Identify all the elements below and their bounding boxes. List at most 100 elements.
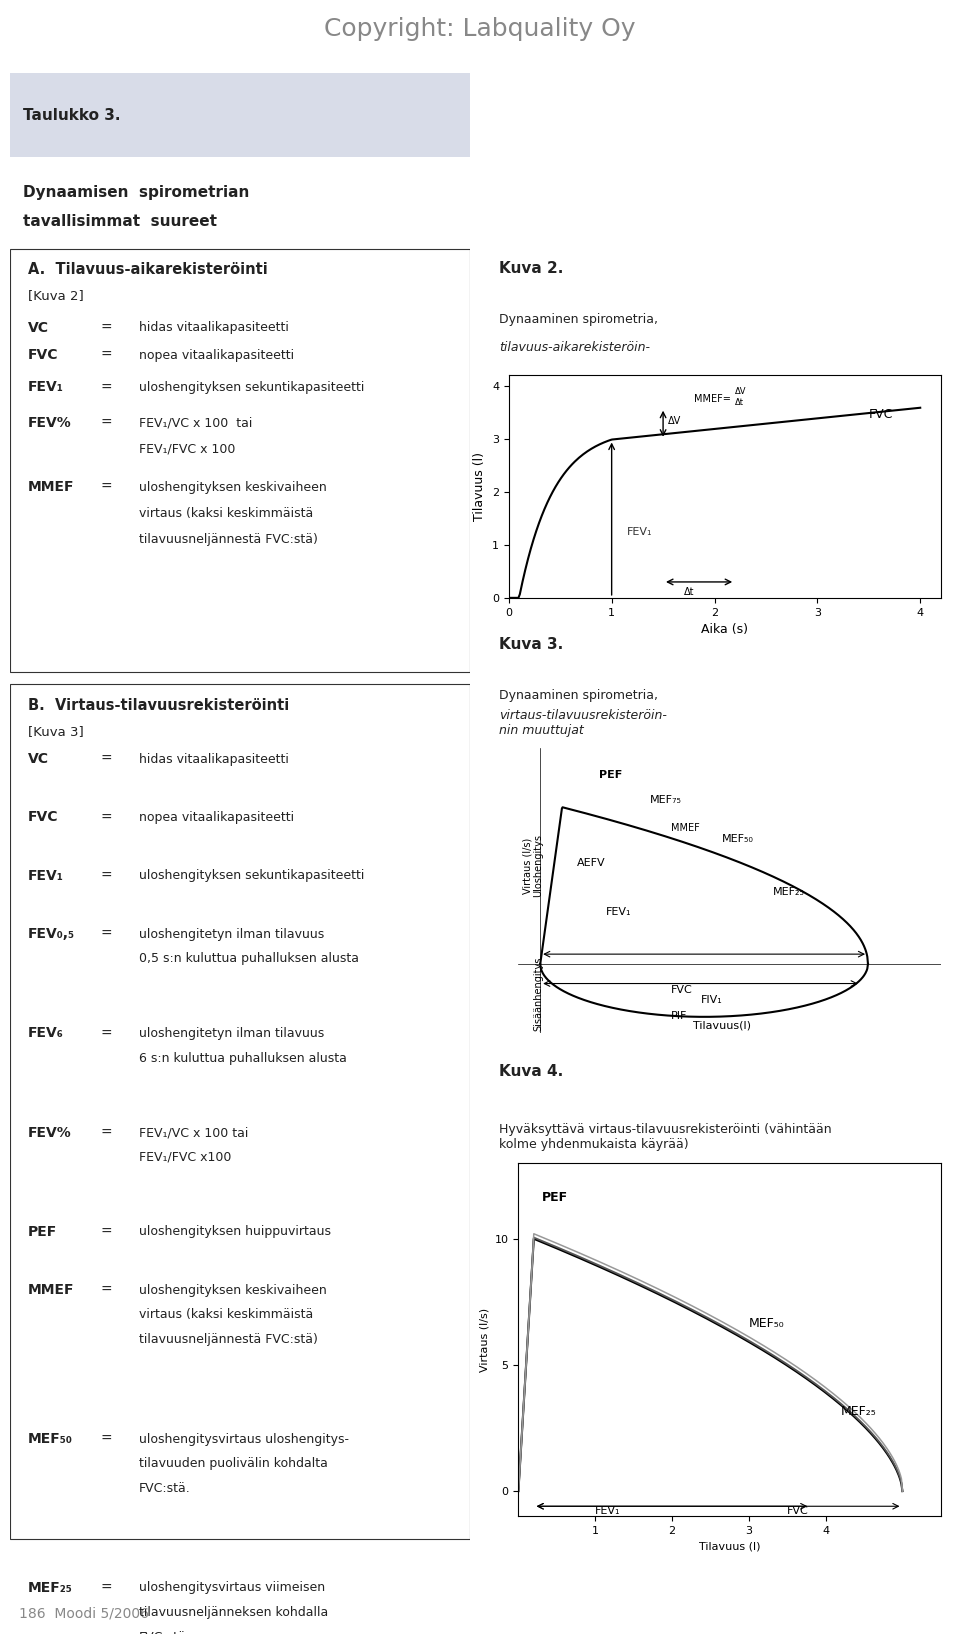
Text: Kuva 4.: Kuva 4.	[499, 1064, 564, 1078]
Text: uloshengitetyn ilman tilavuus: uloshengitetyn ilman tilavuus	[138, 928, 324, 941]
Text: tilavuus-aikarekisteröin-: tilavuus-aikarekisteröin-	[499, 340, 650, 353]
Text: uloshengityksen huippuvirtaus: uloshengityksen huippuvirtaus	[138, 1226, 330, 1239]
Text: FEV%: FEV%	[28, 415, 72, 430]
Text: uloshengityksen keskivaiheen: uloshengityksen keskivaiheen	[138, 1284, 326, 1297]
Y-axis label: Virtaus (l/s): Virtaus (l/s)	[479, 1307, 490, 1373]
Text: tilavuusneljännestä FVC:stä): tilavuusneljännestä FVC:stä)	[138, 1333, 318, 1346]
Text: FEV₁: FEV₁	[595, 1507, 621, 1516]
Text: PEF: PEF	[541, 1191, 567, 1204]
Text: FEV₁: FEV₁	[28, 869, 64, 882]
Text: FEV₁/VC x 100 tai: FEV₁/VC x 100 tai	[138, 1126, 248, 1139]
Text: Sisäänhengitys: Sisäänhengitys	[533, 956, 543, 1031]
Text: ΔV: ΔV	[735, 387, 747, 397]
Text: Dynaaminen spirometria,: Dynaaminen spirometria,	[499, 690, 661, 703]
Text: uloshengitysvirtaus uloshengitys-: uloshengitysvirtaus uloshengitys-	[138, 1433, 348, 1446]
Text: FEV₁: FEV₁	[627, 526, 653, 536]
Text: FVC: FVC	[869, 408, 893, 422]
Text: MMEF=: MMEF=	[694, 394, 731, 405]
Text: VC: VC	[28, 320, 49, 335]
Text: uloshengitetyn ilman tilavuus: uloshengitetyn ilman tilavuus	[138, 1026, 324, 1039]
X-axis label: Aika (s): Aika (s)	[702, 623, 748, 636]
Bar	[10, 685, 470, 1539]
Text: =: =	[101, 1026, 112, 1041]
Text: PEF: PEF	[28, 1226, 58, 1239]
Bar	[10, 250, 470, 672]
Text: =: =	[101, 869, 112, 882]
Text: Kuva 2.: Kuva 2.	[499, 261, 564, 276]
Text: FVC:stä: FVC:stä	[138, 1631, 186, 1634]
Text: FEV₀,₅: FEV₀,₅	[28, 926, 75, 941]
Text: =: =	[101, 320, 112, 335]
Text: =: =	[101, 1126, 112, 1139]
Text: FEV₆: FEV₆	[28, 1026, 64, 1041]
Text: FEV₁/FVC x100: FEV₁/FVC x100	[138, 1150, 231, 1163]
Text: Dynaaminen spirometria,: Dynaaminen spirometria,	[499, 312, 661, 325]
Text: FEV₁/VC x 100  tai: FEV₁/VC x 100 tai	[138, 417, 252, 430]
Text: Δt: Δt	[735, 399, 744, 407]
Text: Tilavuus(l): Tilavuus(l)	[693, 1021, 752, 1031]
Text: uloshengitysvirtaus viimeisen: uloshengitysvirtaus viimeisen	[138, 1582, 324, 1595]
Text: nopea vitaalikapasiteetti: nopea vitaalikapasiteetti	[138, 348, 294, 361]
Text: FVC:stä.: FVC:stä.	[138, 1482, 190, 1495]
Text: =: =	[101, 348, 112, 363]
Text: 0,5 s:n kuluttua puhalluksen alusta: 0,5 s:n kuluttua puhalluksen alusta	[138, 953, 359, 966]
Text: [Kuva 3]: [Kuva 3]	[28, 725, 84, 739]
Text: =: =	[101, 415, 112, 430]
Text: =: =	[101, 926, 112, 941]
Text: FVC: FVC	[28, 348, 59, 363]
Text: MEF₇₅: MEF₇₅	[650, 796, 682, 806]
Text: =: =	[101, 752, 112, 766]
Text: tilavuuden puolivälin kohdalta: tilavuuden puolivälin kohdalta	[138, 1458, 327, 1471]
Text: Copyright: Labquality Oy: Copyright: Labquality Oy	[324, 16, 636, 41]
Text: tilavuusneljänneksen kohdalla: tilavuusneljänneksen kohdalla	[138, 1606, 328, 1619]
Text: PEF: PEF	[598, 770, 622, 779]
Text: MMEF: MMEF	[671, 822, 700, 833]
Text: VC: VC	[28, 752, 49, 766]
Text: Dynaamisen  spirometrian: Dynaamisen spirometrian	[23, 185, 250, 199]
Text: =: =	[101, 1283, 112, 1297]
Text: MEF₅₀: MEF₅₀	[749, 1317, 784, 1330]
Text: MEF₅₀: MEF₅₀	[722, 835, 755, 845]
Text: nopea vitaalikapasiteetti: nopea vitaalikapasiteetti	[138, 810, 294, 824]
Text: hidas vitaalikapasiteetti: hidas vitaalikapasiteetti	[138, 320, 289, 333]
Text: =: =	[101, 480, 112, 493]
Text: tavallisimmat  suureet: tavallisimmat suureet	[23, 214, 217, 229]
Text: MEF₂₅: MEF₂₅	[28, 1582, 73, 1595]
Text: FEV₁/FVC x 100: FEV₁/FVC x 100	[138, 443, 235, 456]
Text: =: =	[101, 1582, 112, 1595]
Text: Virtaus (l/s): Virtaus (l/s)	[522, 838, 532, 894]
Text: FVC: FVC	[28, 810, 59, 825]
Text: =: =	[101, 1226, 112, 1239]
Text: FEV₁: FEV₁	[28, 381, 64, 394]
Text: =: =	[101, 381, 112, 394]
Text: B.  Virtaus-tilavuusrekisteröinti: B. Virtaus-tilavuusrekisteröinti	[28, 698, 289, 712]
Text: MMEF: MMEF	[28, 480, 75, 493]
Text: Uloshengitys: Uloshengitys	[533, 835, 543, 897]
Text: virtaus-tilavuusrekisteröin-
nin muuttujat: virtaus-tilavuusrekisteröin- nin muuttuj…	[499, 709, 666, 737]
Text: FEV₁: FEV₁	[606, 907, 632, 917]
Text: MEF₂₅: MEF₂₅	[774, 887, 805, 897]
Text: Taulukko 3.: Taulukko 3.	[23, 108, 121, 123]
Text: virtaus (kaksi keskimmäistä: virtaus (kaksi keskimmäistä	[138, 507, 313, 520]
Bar	[10, 72, 470, 157]
Text: Kuva 3.: Kuva 3.	[499, 637, 564, 652]
Text: AEFV: AEFV	[577, 858, 606, 868]
Text: PIF: PIF	[671, 1011, 687, 1021]
Text: ΔV: ΔV	[668, 415, 682, 426]
Text: =: =	[101, 1431, 112, 1446]
Y-axis label: Tilavuus (l): Tilavuus (l)	[473, 453, 487, 521]
Text: 6 s:n kuluttua puhalluksen alusta: 6 s:n kuluttua puhalluksen alusta	[138, 1052, 347, 1064]
Text: [Kuva 2]: [Kuva 2]	[28, 289, 84, 302]
Text: FIV₁: FIV₁	[701, 995, 722, 1005]
Text: Δt: Δt	[684, 587, 694, 596]
Text: 186  Moodi 5/2006: 186 Moodi 5/2006	[19, 1606, 149, 1621]
Text: Hyväksyttävä virtaus-tilavuusrekisteröinti (vähintään
kolme yhdenmukaista käyrää: Hyväksyttävä virtaus-tilavuusrekisteröin…	[499, 1123, 831, 1150]
Text: MMEF: MMEF	[28, 1283, 75, 1297]
Text: tilavuusneljännestä FVC:stä): tilavuusneljännestä FVC:stä)	[138, 533, 318, 546]
Text: virtaus (kaksi keskimmäistä: virtaus (kaksi keskimmäistä	[138, 1309, 313, 1322]
Text: MEF₅₀: MEF₅₀	[28, 1431, 73, 1446]
Text: FVC: FVC	[671, 985, 693, 995]
Text: MEF₂₅: MEF₂₅	[841, 1405, 876, 1418]
Text: uloshengityksen sekuntikapasiteetti: uloshengityksen sekuntikapasiteetti	[138, 381, 364, 394]
Text: A.  Tilavuus-aikarekisteröinti: A. Tilavuus-aikarekisteröinti	[28, 261, 268, 276]
